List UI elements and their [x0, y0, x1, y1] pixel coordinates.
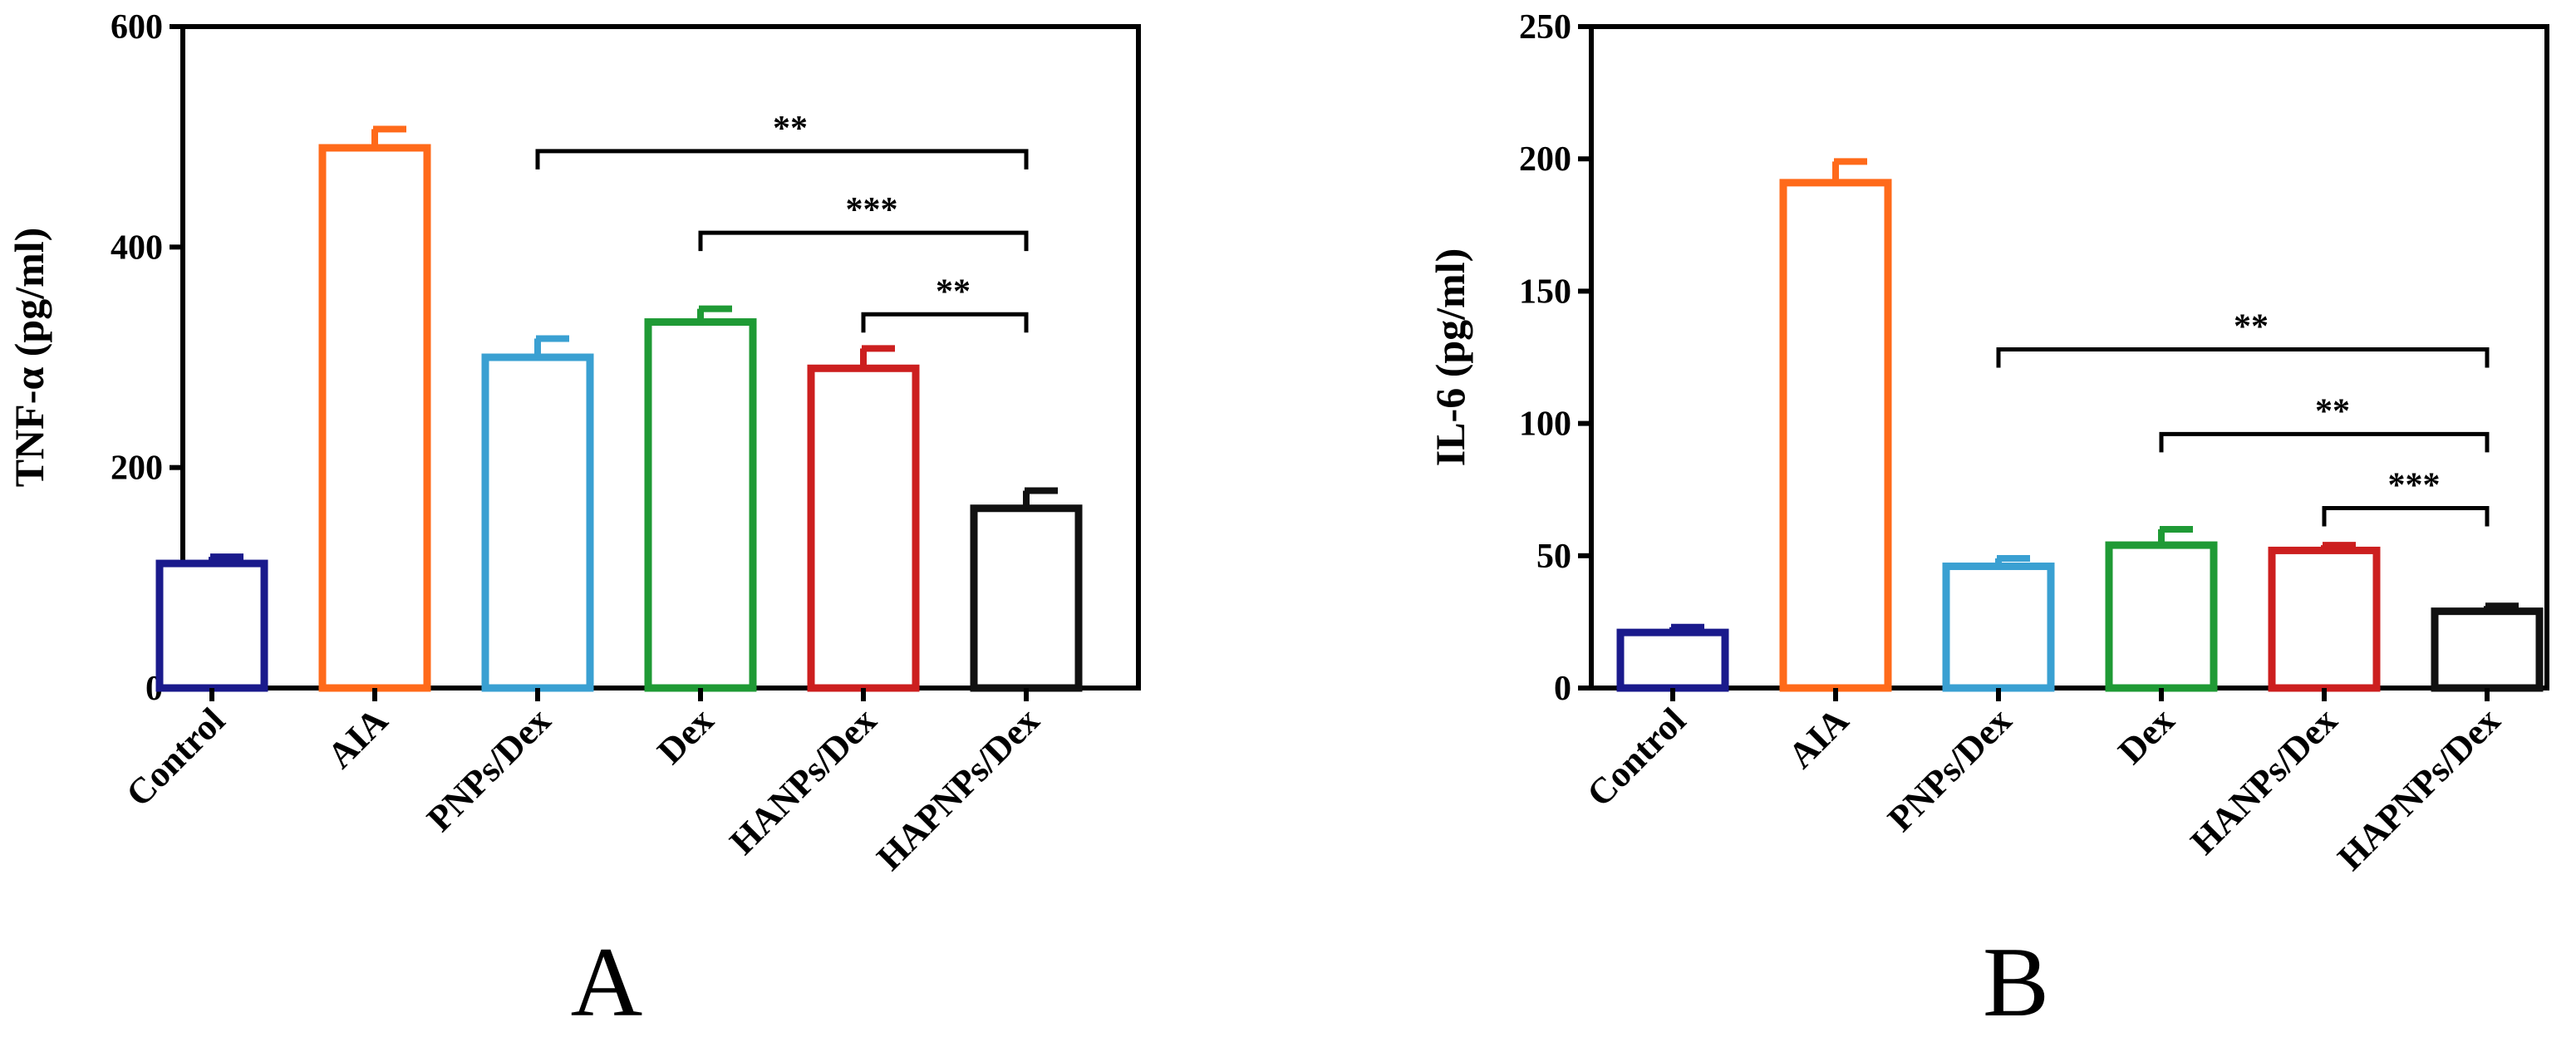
category-label: Control [1579, 700, 1694, 814]
category-label: PNPs/Dex [419, 700, 558, 839]
y-tick-label: 250 [1519, 8, 1571, 47]
significance-label: *** [846, 191, 898, 229]
bar [1616, 628, 1729, 692]
panel-label: A [571, 926, 643, 1037]
panel-label: B [1983, 926, 2049, 1037]
bar [1779, 179, 1892, 692]
significance-bracket [535, 149, 1029, 170]
category-label: HAPNPs/Dex [2330, 700, 2508, 877]
y-axis-label: IL-6 (pg/ml) [1427, 248, 1473, 467]
significance-label: ** [773, 110, 808, 148]
bar [644, 318, 757, 692]
category-label: Dex [650, 700, 721, 771]
chart-panel-b: 0 50 100 150 200 250 IL-6 (pg/ml) Control AIA PNP… [1427, 8, 2549, 1037]
bar [807, 364, 920, 692]
significance-bracket [2322, 505, 2490, 527]
y-tick-label: 50 [1536, 538, 1571, 576]
category-label: Control [118, 700, 233, 814]
bar [318, 144, 431, 692]
category-label: HANPs/Dex [2183, 700, 2345, 862]
significance-label: ** [2234, 307, 2269, 346]
category-label: Dex [2111, 700, 2182, 771]
bar [970, 504, 1083, 692]
significance-bracket [2159, 431, 2490, 453]
category-label: HAPNPs/Dex [869, 700, 1047, 877]
bar [481, 353, 594, 692]
bar [155, 559, 268, 692]
y-tick-label: 600 [111, 8, 163, 47]
significance-label: ** [2315, 392, 2350, 430]
bar [2431, 607, 2544, 692]
significance-bracket [861, 312, 1029, 333]
y-tick-label: 400 [111, 229, 163, 267]
significance-bracket [698, 230, 1029, 252]
y-tick-label: 200 [1519, 140, 1571, 179]
significance-bracket [1996, 346, 2490, 368]
bar [2105, 541, 2218, 692]
category-label: HANPs/Dex [722, 700, 884, 862]
category-label: PNPs/Dex [1880, 700, 2019, 839]
bar [1942, 563, 2055, 692]
plot-frame [1589, 24, 2549, 691]
y-axis-label: TNF-α (pg/ml) [6, 228, 52, 488]
category-label: AIA [319, 700, 396, 776]
y-tick-label: 100 [1519, 405, 1571, 444]
y-tick-label: 200 [111, 450, 163, 488]
y-tick-label: 0 [1554, 670, 1571, 708]
significance-label: ** [936, 273, 971, 311]
y-tick-label: 150 [1519, 273, 1571, 311]
bar [2268, 546, 2381, 692]
significance-label: *** [2388, 466, 2441, 504]
category-label: AIA [1780, 700, 1856, 776]
